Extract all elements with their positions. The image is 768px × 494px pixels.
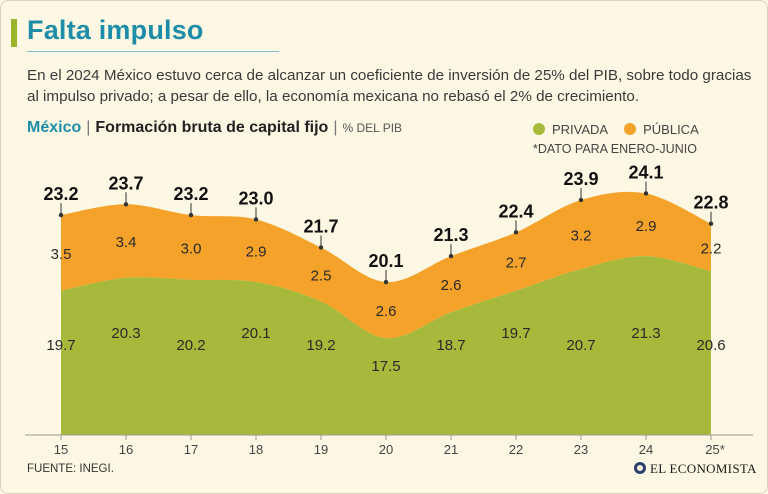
legend-label-private: PRIVADA (552, 122, 609, 137)
publica-value-label: 3.4 (116, 234, 137, 251)
legend-item-private: PRIVADA (533, 122, 608, 137)
privada-value-label: 19.7 (46, 337, 75, 354)
total-label: 21.7 (303, 216, 338, 236)
publica-value-label: 2.7 (506, 255, 527, 272)
header-separator: | (86, 119, 91, 136)
total-point (188, 212, 194, 218)
privada-value-label: 20.1 (241, 325, 270, 342)
publica-value-label: 3.0 (181, 240, 202, 257)
chart-country: México (27, 119, 82, 136)
total-point (708, 221, 714, 226)
publica-value-label: 2.2 (701, 240, 722, 257)
x-tick-label: 22 (509, 442, 523, 457)
total-point (578, 197, 584, 203)
x-tick-label: 21 (444, 442, 458, 457)
x-tick-label: 18 (249, 442, 263, 457)
area-series-privada (61, 256, 711, 435)
publica-value-label: 2.6 (441, 277, 462, 294)
total-label: 23.0 (238, 188, 273, 208)
subtitle: En el 2024 México estuvo cerca de alcanz… (27, 67, 752, 105)
privada-value-label: 20.7 (566, 337, 595, 354)
legend-swatch-private (533, 123, 545, 135)
publisher-brand: EL ECONOMISTA (634, 461, 757, 477)
privada-value-label: 20.3 (111, 325, 140, 342)
total-point (123, 202, 129, 207)
total-point (253, 217, 259, 222)
total-point (58, 212, 64, 218)
total-label: 21.3 (433, 225, 468, 245)
privada-value-label: 20.2 (176, 337, 205, 354)
total-label: 23.9 (563, 169, 598, 189)
privada-value-label: 19.2 (306, 337, 335, 354)
chart-header: México | Formación bruta de capital fijo |%… (27, 119, 402, 137)
total-label: 22.8 (693, 193, 728, 213)
x-tick-label: 17 (184, 442, 198, 457)
title-underline (27, 51, 279, 52)
total-point (448, 253, 454, 259)
x-tick-label: 19 (314, 442, 328, 457)
x-tick-label: 20 (379, 442, 393, 457)
total-point (318, 245, 324, 250)
page-title: Falta impulso (27, 15, 204, 45)
privada-value-label: 18.7 (436, 337, 465, 354)
total-label: 23.2 (43, 184, 78, 204)
x-tick-label: 24 (639, 442, 653, 457)
publica-value-label: 2.5 (311, 267, 332, 284)
legend-label-public: PÚBLICA (643, 122, 699, 137)
publica-value-label: 3.2 (571, 228, 592, 245)
x-tick-label: 23 (574, 442, 588, 457)
x-tick-label: 15 (54, 442, 68, 457)
privada-value-label: 19.7 (501, 325, 530, 342)
total-point (643, 191, 649, 196)
chart-footnote: *DATO PARA ENERO-JUNIO (533, 142, 697, 156)
total-point (513, 230, 519, 235)
chart-legend: PRIVADA PÚBLICA (533, 122, 699, 137)
x-tick-label: 16 (119, 442, 133, 457)
total-label: 20.1 (368, 251, 403, 271)
publica-value-label: 2.9 (636, 218, 657, 235)
publica-value-label: 2.6 (376, 303, 397, 320)
total-label: 22.4 (498, 201, 533, 221)
x-tick-label: 25* (705, 442, 725, 457)
area-series-publica (61, 191, 711, 339)
privada-value-label: 20.6 (696, 337, 725, 354)
chart-title: Formación bruta de capital fijo (95, 119, 329, 136)
chart-unit: % DEL PIB (342, 121, 403, 135)
total-label: 23.2 (173, 184, 208, 204)
privada-value-label: 17.5 (371, 358, 400, 375)
brand-logo-icon (634, 462, 646, 474)
brand-name: EL ECONOMISTA (650, 461, 757, 476)
publica-value-label: 2.9 (246, 244, 267, 261)
legend-item-public: PÚBLICA (624, 122, 699, 137)
privada-value-label: 21.3 (631, 325, 660, 342)
total-label: 24.1 (628, 162, 663, 182)
header-separator-2: | (333, 119, 338, 136)
total-label: 23.7 (108, 173, 143, 193)
source-note: FUENTE: INEGI. (27, 463, 114, 475)
legend-swatch-public (624, 123, 637, 135)
publica-value-label: 3.5 (51, 246, 72, 263)
total-point (383, 279, 389, 285)
title-accent-bar (11, 19, 17, 47)
